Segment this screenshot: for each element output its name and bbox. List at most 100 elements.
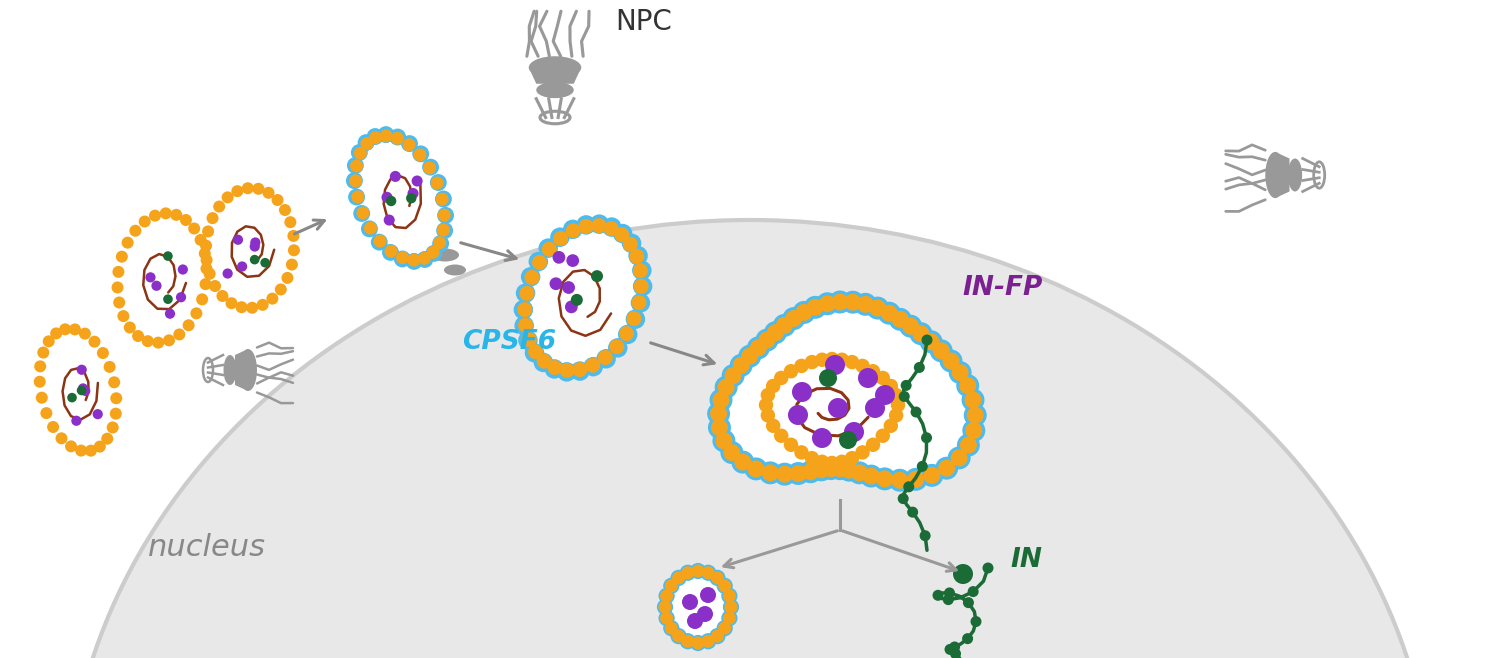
Circle shape [939, 349, 963, 372]
Text: nucleus: nucleus [148, 534, 266, 563]
Circle shape [732, 451, 754, 474]
Circle shape [98, 347, 109, 359]
Circle shape [868, 299, 886, 316]
Circle shape [891, 398, 904, 412]
Polygon shape [206, 188, 294, 308]
Circle shape [750, 340, 766, 357]
Circle shape [802, 463, 819, 480]
Circle shape [562, 281, 574, 294]
Circle shape [518, 302, 532, 317]
Circle shape [408, 253, 420, 266]
Circle shape [842, 291, 864, 314]
Circle shape [800, 461, 822, 483]
Circle shape [231, 185, 243, 197]
Circle shape [759, 332, 776, 349]
Circle shape [46, 421, 58, 433]
Circle shape [566, 223, 580, 238]
Circle shape [735, 453, 752, 470]
Circle shape [591, 218, 606, 233]
Circle shape [188, 222, 200, 234]
Circle shape [774, 370, 789, 385]
Circle shape [759, 398, 772, 412]
Circle shape [957, 434, 980, 457]
Circle shape [252, 183, 264, 195]
Circle shape [394, 251, 411, 267]
Circle shape [690, 635, 706, 651]
Circle shape [711, 571, 724, 584]
Circle shape [86, 445, 98, 457]
Circle shape [225, 297, 237, 309]
Circle shape [148, 210, 160, 222]
Circle shape [209, 280, 220, 292]
Circle shape [847, 461, 871, 484]
Circle shape [106, 421, 118, 434]
Circle shape [865, 438, 880, 452]
Circle shape [890, 388, 903, 402]
Circle shape [58, 323, 70, 336]
Circle shape [710, 628, 726, 644]
Circle shape [204, 268, 216, 280]
Circle shape [560, 363, 574, 378]
Circle shape [672, 630, 686, 643]
Circle shape [40, 407, 53, 419]
Circle shape [76, 386, 87, 395]
Polygon shape [117, 213, 207, 343]
Circle shape [159, 207, 171, 219]
Circle shape [831, 460, 849, 477]
Circle shape [256, 299, 268, 311]
Circle shape [663, 620, 680, 636]
Circle shape [759, 461, 782, 484]
Circle shape [417, 251, 434, 268]
Polygon shape [528, 68, 582, 84]
Circle shape [518, 318, 532, 333]
Circle shape [597, 349, 616, 368]
Circle shape [350, 159, 363, 172]
Circle shape [813, 461, 830, 478]
Circle shape [288, 230, 300, 242]
Circle shape [369, 131, 382, 144]
Circle shape [670, 570, 687, 586]
Polygon shape [664, 571, 730, 643]
Circle shape [200, 247, 211, 259]
Circle shape [711, 630, 724, 643]
Circle shape [414, 149, 426, 161]
Circle shape [930, 340, 952, 363]
Circle shape [960, 436, 976, 453]
Circle shape [116, 251, 128, 263]
Circle shape [760, 408, 776, 422]
Circle shape [891, 472, 909, 489]
Circle shape [774, 428, 789, 443]
Circle shape [708, 416, 730, 439]
Circle shape [795, 304, 813, 321]
Circle shape [351, 190, 364, 203]
Circle shape [834, 455, 849, 469]
Circle shape [712, 392, 729, 409]
Circle shape [682, 594, 698, 610]
Circle shape [348, 189, 364, 205]
Circle shape [951, 364, 969, 381]
Circle shape [370, 234, 387, 251]
Circle shape [839, 431, 856, 449]
Circle shape [380, 130, 393, 142]
Circle shape [102, 433, 114, 445]
Circle shape [951, 449, 968, 467]
Circle shape [423, 161, 436, 174]
Circle shape [858, 368, 877, 388]
Circle shape [129, 225, 141, 237]
Circle shape [572, 294, 584, 306]
Circle shape [962, 633, 974, 644]
Circle shape [706, 402, 730, 425]
Circle shape [436, 224, 450, 236]
Circle shape [825, 355, 844, 375]
Circle shape [681, 635, 694, 647]
Circle shape [430, 174, 447, 191]
Circle shape [790, 465, 807, 482]
Circle shape [522, 332, 537, 347]
Circle shape [36, 392, 48, 404]
Circle shape [50, 328, 62, 340]
Circle shape [513, 300, 532, 319]
Circle shape [382, 244, 399, 261]
Circle shape [117, 310, 129, 322]
Circle shape [146, 272, 156, 282]
Ellipse shape [537, 82, 573, 98]
